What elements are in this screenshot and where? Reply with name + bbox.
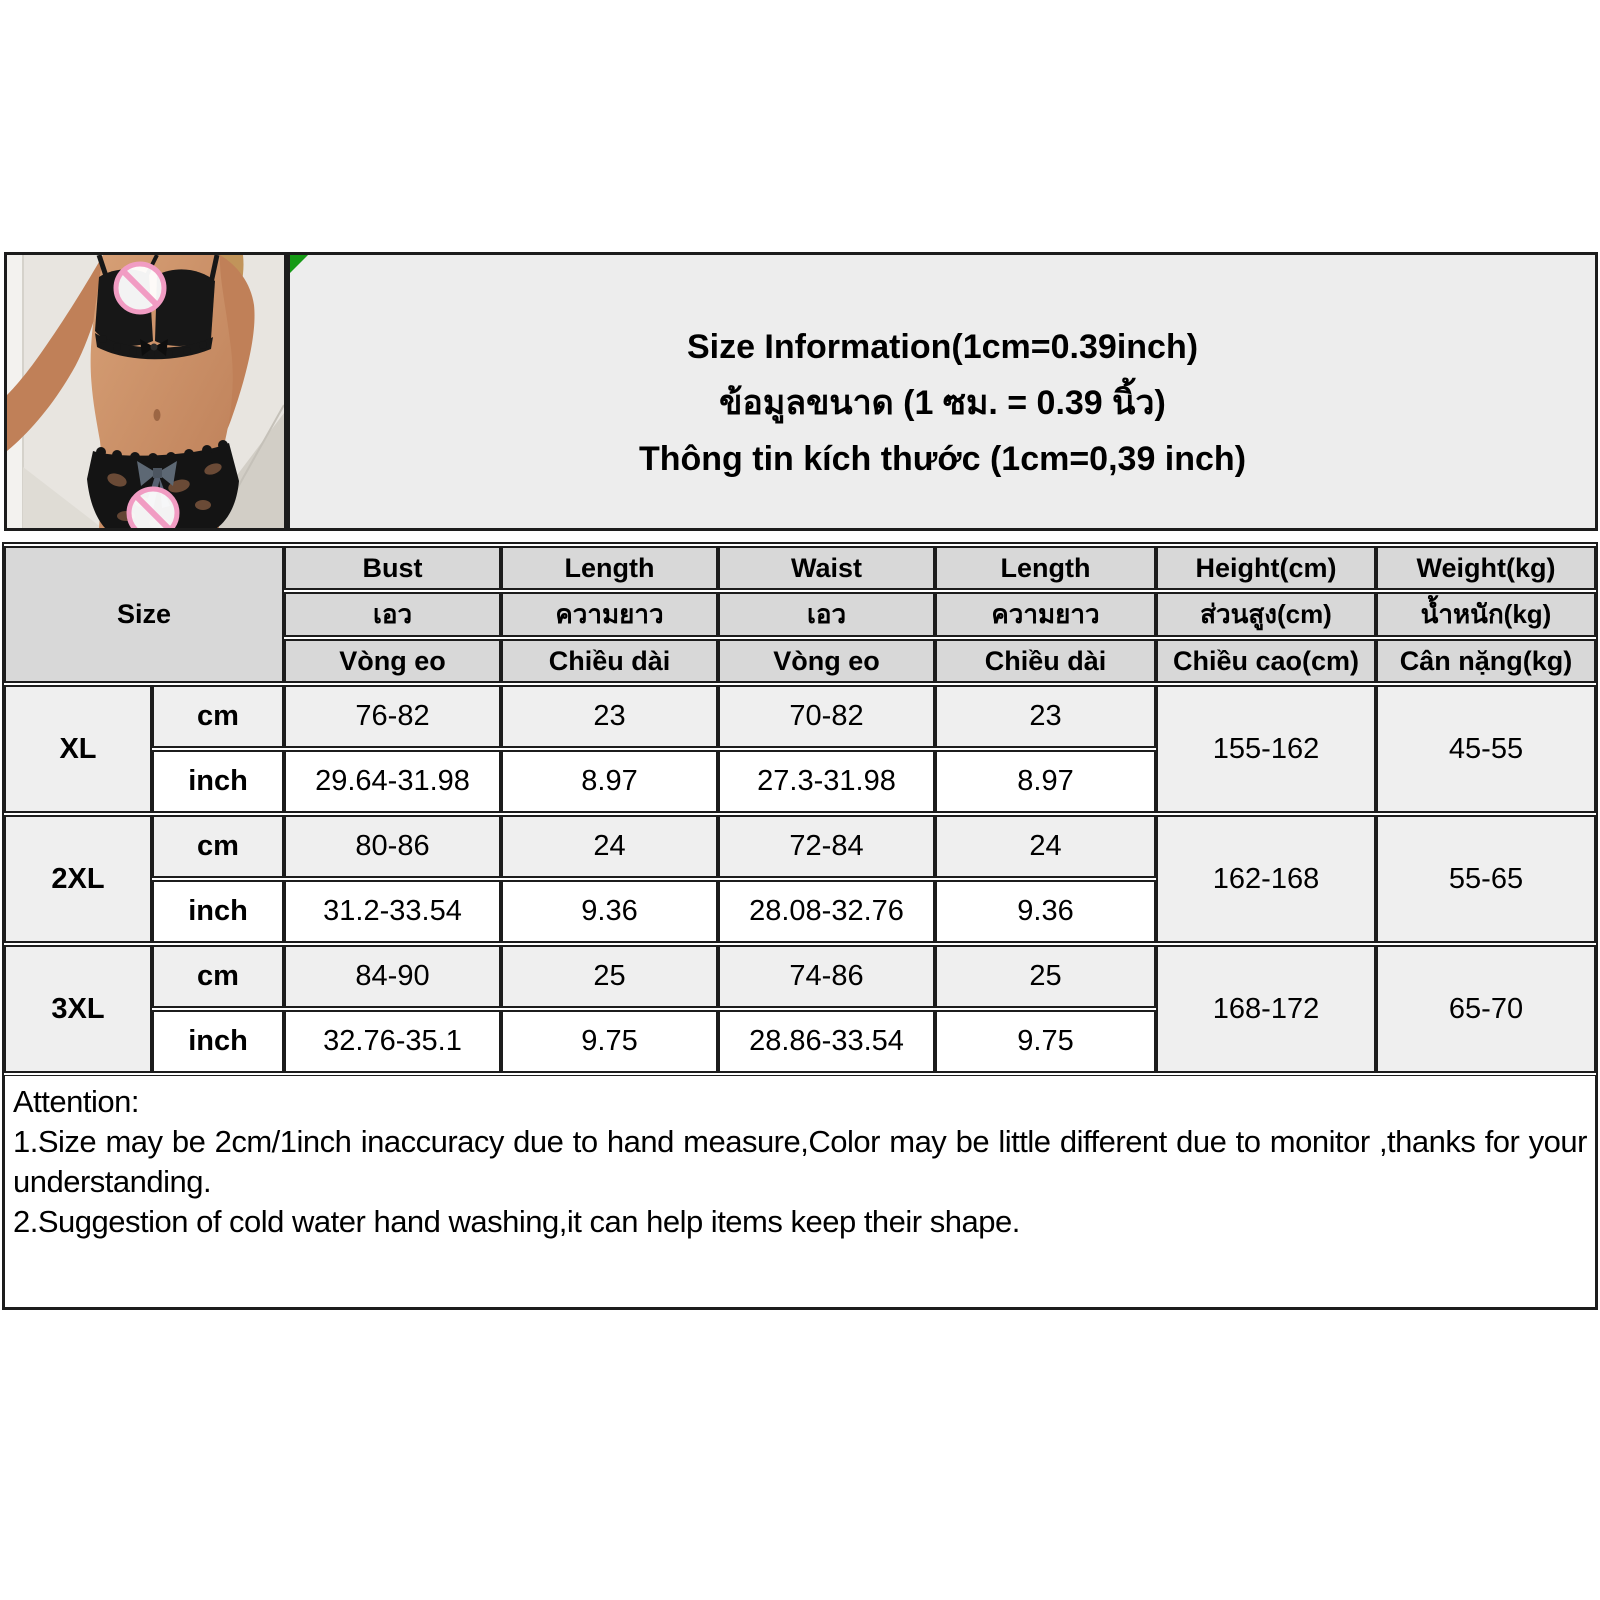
cell-3xl-length2-inch: 9.75 xyxy=(935,1010,1156,1073)
cell-xl-weight: 45-55 xyxy=(1376,685,1596,813)
col-header-bust-th: เอว xyxy=(284,592,501,637)
title-vi: Thông tin kích thước (1cm=0,39 inch) xyxy=(638,440,1247,478)
cell-xl-bust-inch: 29.64-31.98 xyxy=(284,750,501,813)
attention-note-2: 2.Suggestion of cold water hand washing,… xyxy=(13,1204,1020,1239)
cell-3xl-length2-cm: 25 xyxy=(935,945,1156,1008)
cell-2xl-length1-inch: 9.36 xyxy=(501,880,718,943)
cell-xl-height: 155-162 xyxy=(1156,685,1376,813)
censored-icon xyxy=(126,486,180,528)
col-header-bust-vi: Vòng eo xyxy=(284,639,501,683)
cell-flag-icon xyxy=(290,255,308,273)
attention-heading: Attention: xyxy=(13,1084,139,1119)
cell-2xl-waist-cm: 72-84 xyxy=(718,815,935,878)
col-header-length2-vi: Chiều dài xyxy=(935,639,1156,683)
cell-3xl-length1-cm: 25 xyxy=(501,945,718,1008)
cell-3xl-waist-inch: 28.86-33.54 xyxy=(718,1010,935,1073)
unit-inch: inch xyxy=(152,750,284,813)
unit-cm: cm xyxy=(152,945,284,1008)
cell-xl-length1-inch: 8.97 xyxy=(501,750,718,813)
col-header-weight-en: Weight(kg) xyxy=(1376,546,1596,590)
unit-inch: inch xyxy=(152,880,284,943)
cell-2xl-waist-inch: 28.08-32.76 xyxy=(718,880,935,943)
cell-xl-bust-cm: 76-82 xyxy=(284,685,501,748)
cell-3xl-length1-inch: 9.75 xyxy=(501,1010,718,1073)
cell-xl-length2-inch: 8.97 xyxy=(935,750,1156,813)
col-header-length1-en: Length xyxy=(501,546,718,590)
col-header-length1-th: ความยาว xyxy=(501,592,718,637)
cell-3xl-waist-cm: 74-86 xyxy=(718,945,935,1008)
size-label-3xl: 3XL xyxy=(4,945,152,1073)
lingerie-model-illustration xyxy=(7,255,284,528)
cell-3xl-bust-cm: 84-90 xyxy=(284,945,501,1008)
col-header-height-vi: Chiều cao(cm) xyxy=(1156,639,1376,683)
col-header-weight-th: น้ำหนัก(kg) xyxy=(1376,592,1596,637)
attention-section: Attention: 1.Size may be 2cm/1inch inacc… xyxy=(2,1076,1598,1310)
col-header-waist-en: Waist xyxy=(718,546,935,590)
cell-3xl-bust-inch: 32.76-35.1 xyxy=(284,1010,501,1073)
title-en: Size Information(1cm=0.39inch) xyxy=(686,328,1199,366)
unit-cm: cm xyxy=(152,685,284,748)
cell-2xl-height: 162-168 xyxy=(1156,815,1376,943)
title-th: ข้อมูลขนาด (1 ซม. = 0.39 นิ้ว) xyxy=(719,384,1166,422)
unit-inch: inch xyxy=(152,1010,284,1073)
censored-icon xyxy=(113,261,167,315)
size-table: Size Bust Length Waist Length Height(cm)… xyxy=(2,542,1598,1077)
cell-xl-waist-inch: 27.3-31.98 xyxy=(718,750,935,813)
attention-note-1: 1.Size may be 2cm/1inch inaccuracy due t… xyxy=(13,1124,1588,1199)
cell-3xl-weight: 65-70 xyxy=(1376,945,1596,1073)
cell-2xl-bust-cm: 80-86 xyxy=(284,815,501,878)
cell-2xl-length2-cm: 24 xyxy=(935,815,1156,878)
cell-xl-waist-cm: 70-82 xyxy=(718,685,935,748)
title-cell: Size Information(1cm=0.39inch) ข้อมูลขนา… xyxy=(287,252,1598,531)
col-header-height-th: ส่วนสูง(cm) xyxy=(1156,592,1376,637)
col-header-weight-vi: Cân nặng(kg) xyxy=(1376,639,1596,683)
size-label-2xl: 2XL xyxy=(4,815,152,943)
cell-2xl-length2-inch: 9.36 xyxy=(935,880,1156,943)
cell-3xl-height: 168-172 xyxy=(1156,945,1376,1073)
size-header-cell: Size xyxy=(4,546,284,683)
col-header-waist-vi: Vòng eo xyxy=(718,639,935,683)
product-image xyxy=(4,252,287,531)
col-header-bust-en: Bust xyxy=(284,546,501,590)
cell-2xl-bust-inch: 31.2-33.54 xyxy=(284,880,501,943)
cell-2xl-weight: 55-65 xyxy=(1376,815,1596,943)
col-header-height-en: Height(cm) xyxy=(1156,546,1376,590)
cell-xl-length2-cm: 23 xyxy=(935,685,1156,748)
col-header-length2-en: Length xyxy=(935,546,1156,590)
unit-cm: cm xyxy=(152,815,284,878)
cell-2xl-length1-cm: 24 xyxy=(501,815,718,878)
size-label-xl: XL xyxy=(4,685,152,813)
cell-xl-length1-cm: 23 xyxy=(501,685,718,748)
col-header-waist-th: เอว xyxy=(718,592,935,637)
col-header-length2-th: ความยาว xyxy=(935,592,1156,637)
col-header-length1-vi: Chiều dài xyxy=(501,639,718,683)
